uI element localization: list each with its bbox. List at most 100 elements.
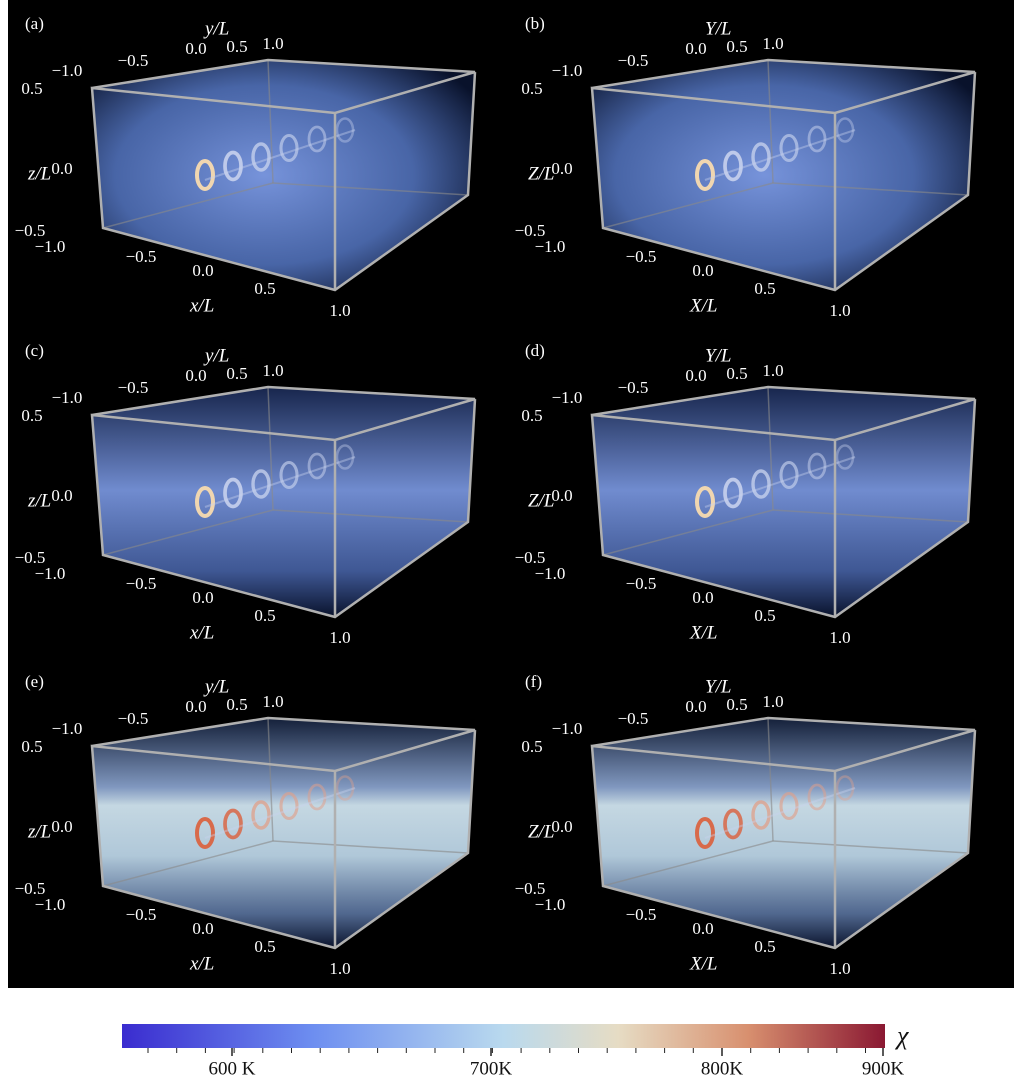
- box-edge: [102, 182, 274, 229]
- box-edge: [772, 182, 969, 196]
- z-tick-label: 0.5: [21, 79, 42, 98]
- x-tick-label: 1.0: [329, 628, 350, 647]
- axis-label: z/L: [27, 163, 51, 184]
- helix-coil: [695, 159, 715, 191]
- x-tick-label: 1.0: [829, 628, 850, 647]
- colorbar-tick-label: 800K: [701, 1058, 744, 1079]
- x-tick-label: 0.0: [192, 261, 213, 280]
- z-tick-label: −0.5: [15, 879, 46, 898]
- y-tick-label: 0.5: [726, 37, 747, 56]
- axis-label: x/L: [189, 295, 214, 316]
- x-tick-label: 0.0: [192, 919, 213, 938]
- colorbar-tick-label: 600 K: [209, 1058, 256, 1079]
- volume: [592, 60, 975, 290]
- x-tick-label: −1.0: [35, 895, 66, 914]
- helix-coil: [807, 452, 827, 480]
- helix-coil: [307, 125, 327, 153]
- y-tick-label: 0.0: [685, 39, 706, 58]
- box-edge: [267, 59, 274, 184]
- helix-coil: [307, 783, 327, 811]
- box-edge: [772, 509, 969, 523]
- box-edge: [90, 716, 477, 950]
- panel: (e) y/Lz/Lx/L−1.0−0.50.00.51.0−1.0−0.50.0…: [15, 672, 477, 978]
- helix-coil: [307, 452, 327, 480]
- volume: [92, 387, 475, 617]
- y-tick-label: 1.0: [262, 361, 283, 380]
- volume: [92, 60, 475, 290]
- panel-label: (d): [525, 341, 545, 360]
- helix-axis: [204, 456, 356, 508]
- z-tick-label: 0.0: [51, 817, 72, 836]
- volume: [592, 387, 975, 617]
- z-tick-label: 0.0: [51, 486, 72, 505]
- y-tick-label: 1.0: [762, 692, 783, 711]
- panel: (a) y/Lz/Lx/L−1.0−0.50.00.51.0−1.0−0.50.0…: [15, 14, 477, 320]
- x-tick-label: −0.5: [126, 247, 157, 266]
- z-tick-label: 0.5: [521, 79, 542, 98]
- y-tick-label: 0.0: [185, 366, 206, 385]
- axis-label: Y/L: [705, 18, 731, 39]
- y-tick-label: −1.0: [52, 719, 83, 738]
- box-edge: [90, 385, 477, 619]
- axis-label: X/L: [689, 295, 717, 316]
- helix-coil: [335, 775, 355, 801]
- helix-axis: [204, 787, 356, 839]
- y-tick-label: 1.0: [762, 34, 783, 53]
- box-edge: [272, 509, 469, 523]
- z-tick-label: 0.0: [551, 817, 572, 836]
- helix-coil: [335, 117, 355, 143]
- helix-coil: [195, 486, 215, 518]
- z-tick-label: 0.0: [51, 159, 72, 178]
- helix-coil: [223, 808, 243, 840]
- x-tick-label: −1.0: [35, 237, 66, 256]
- axis-label: Z/L: [528, 163, 554, 184]
- box-edge: [102, 840, 274, 887]
- helix-coil: [279, 791, 299, 821]
- helix-coil: [279, 460, 299, 490]
- y-tick-label: 0.0: [685, 697, 706, 716]
- helix-coil: [695, 486, 715, 518]
- box-edge: [767, 59, 774, 184]
- x-tick-label: 0.5: [754, 279, 775, 298]
- y-tick-label: 0.5: [726, 364, 747, 383]
- colorbar-label: χ: [894, 1021, 909, 1050]
- x-tick-label: −1.0: [535, 564, 566, 583]
- y-tick-label: 1.0: [262, 692, 283, 711]
- axis-label: z/L: [27, 490, 51, 511]
- box-edge: [102, 509, 274, 556]
- x-tick-label: 0.5: [254, 279, 275, 298]
- box-edge: [272, 840, 469, 854]
- x-tick-label: 0.0: [692, 919, 713, 938]
- axis-label: x/L: [189, 622, 214, 643]
- helix-coil: [223, 477, 243, 509]
- x-tick-label: 0.5: [754, 937, 775, 956]
- axis-label: Z/L: [528, 821, 554, 842]
- x-tick-label: −1.0: [535, 237, 566, 256]
- box-edge: [602, 840, 774, 887]
- axis-label: y/L: [203, 676, 229, 697]
- x-tick-label: −0.5: [626, 905, 657, 924]
- axis-label: y/L: [203, 18, 229, 39]
- helix-coil: [807, 125, 827, 153]
- y-tick-label: 1.0: [262, 34, 283, 53]
- y-tick-label: −1.0: [552, 61, 583, 80]
- panel-label: (f): [525, 672, 542, 691]
- y-tick-label: −0.5: [118, 709, 149, 728]
- helix-coil: [751, 800, 771, 830]
- helix-coil: [251, 142, 271, 172]
- volume: [92, 718, 475, 948]
- y-tick-label: 0.5: [226, 695, 247, 714]
- box-edge: [90, 58, 477, 292]
- y-tick-label: 0.0: [685, 366, 706, 385]
- box-edge: [267, 717, 274, 842]
- y-tick-label: 0.0: [185, 39, 206, 58]
- x-tick-label: −1.0: [535, 895, 566, 914]
- colorbar-tick-label: 700K: [470, 1058, 513, 1079]
- box-edge: [590, 716, 977, 950]
- x-tick-label: 1.0: [329, 301, 350, 320]
- axis-label: Y/L: [705, 676, 731, 697]
- helix-axis: [204, 129, 356, 181]
- axis-label: X/L: [689, 953, 717, 974]
- helix-coil: [223, 150, 243, 182]
- box-edge: [767, 386, 774, 511]
